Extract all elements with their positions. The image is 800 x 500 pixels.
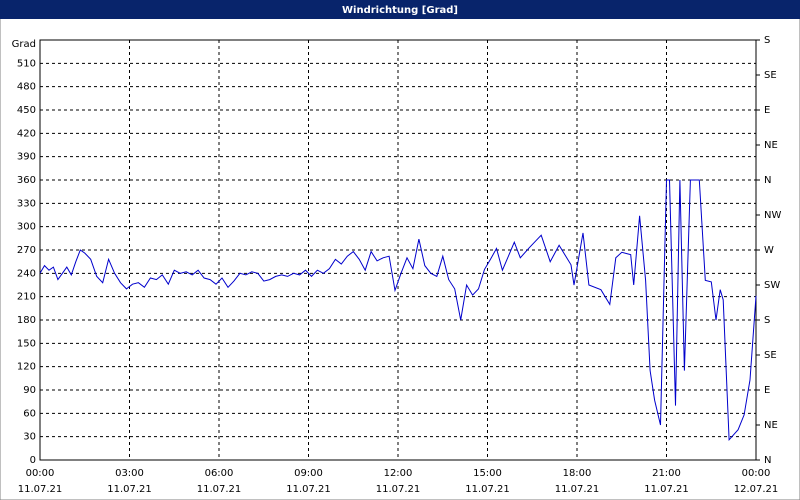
x-tick-label: 03:00 bbox=[115, 468, 144, 479]
x-tick-label: 18:00 bbox=[563, 468, 592, 479]
y2-tick-label: NE bbox=[764, 140, 778, 151]
y-tick-label: 330 bbox=[17, 198, 36, 209]
y2-tick-label: S bbox=[764, 315, 770, 326]
x-tick-date: 11.07.21 bbox=[197, 484, 242, 495]
y-tick-label: 420 bbox=[17, 128, 36, 139]
y-tick-label: 180 bbox=[17, 315, 36, 326]
y-tick-label: 60 bbox=[23, 408, 36, 419]
y-tick-label: 90 bbox=[23, 385, 36, 396]
y-tick-label: 120 bbox=[17, 362, 36, 373]
x-tick-date: 11.07.21 bbox=[465, 484, 510, 495]
y2-tick-label: N bbox=[764, 455, 771, 466]
y-tick-label: 300 bbox=[17, 222, 36, 233]
y-tick-label: 270 bbox=[17, 245, 36, 256]
y-tick-label: 240 bbox=[17, 268, 36, 279]
x-tick-date: 12.07.21 bbox=[734, 484, 779, 495]
title-bar bbox=[0, 0, 800, 19]
y2-tick-label: W bbox=[764, 245, 774, 256]
y2-tick-label: S bbox=[764, 35, 770, 46]
x-tick-label: 21:00 bbox=[652, 468, 681, 479]
x-tick-label: 15:00 bbox=[473, 468, 502, 479]
x-tick-label: 06:00 bbox=[205, 468, 234, 479]
x-tick-label: 00:00 bbox=[26, 468, 55, 479]
chart-title: Windrichtung [Grad] bbox=[342, 5, 458, 16]
plot-border bbox=[39, 39, 757, 461]
y-tick-label: 480 bbox=[17, 82, 36, 93]
y2-tick-label: NW bbox=[764, 210, 781, 221]
x-tick-label: 00:00 bbox=[742, 468, 771, 479]
x-tick-date: 11.07.21 bbox=[107, 484, 152, 495]
y-axis-label: Grad bbox=[12, 39, 36, 50]
y-tick-label: 360 bbox=[17, 175, 36, 186]
y2-tick-label: SW bbox=[764, 280, 780, 291]
y-tick-label: 210 bbox=[17, 292, 36, 303]
x-tick-date: 11.07.21 bbox=[18, 484, 63, 495]
data-line bbox=[39, 179, 757, 442]
y-tick-label: 510 bbox=[17, 58, 36, 69]
x-tick-date: 11.07.21 bbox=[286, 484, 331, 495]
y-tick-label: 390 bbox=[17, 152, 36, 163]
y-tick-label: 30 bbox=[23, 432, 36, 443]
y2-tick-label: E bbox=[764, 385, 770, 396]
y2-tick-label: E bbox=[764, 105, 770, 116]
y-tick-label: 0 bbox=[30, 455, 36, 466]
y2-tick-label: NE bbox=[764, 420, 778, 431]
y-tick-label: 450 bbox=[17, 105, 36, 116]
y-tick-label: 150 bbox=[17, 338, 36, 349]
y2-tick-label: SE bbox=[764, 70, 777, 81]
y2-tick-label: N bbox=[764, 175, 771, 186]
x-tick-date: 11.07.21 bbox=[555, 484, 600, 495]
x-tick-date: 11.07.21 bbox=[644, 484, 689, 495]
y2-tick-label: SE bbox=[764, 350, 777, 361]
x-tick-date: 11.07.21 bbox=[376, 484, 421, 495]
x-tick-label: 12:00 bbox=[384, 468, 413, 479]
x-tick-label: 09:00 bbox=[294, 468, 323, 479]
